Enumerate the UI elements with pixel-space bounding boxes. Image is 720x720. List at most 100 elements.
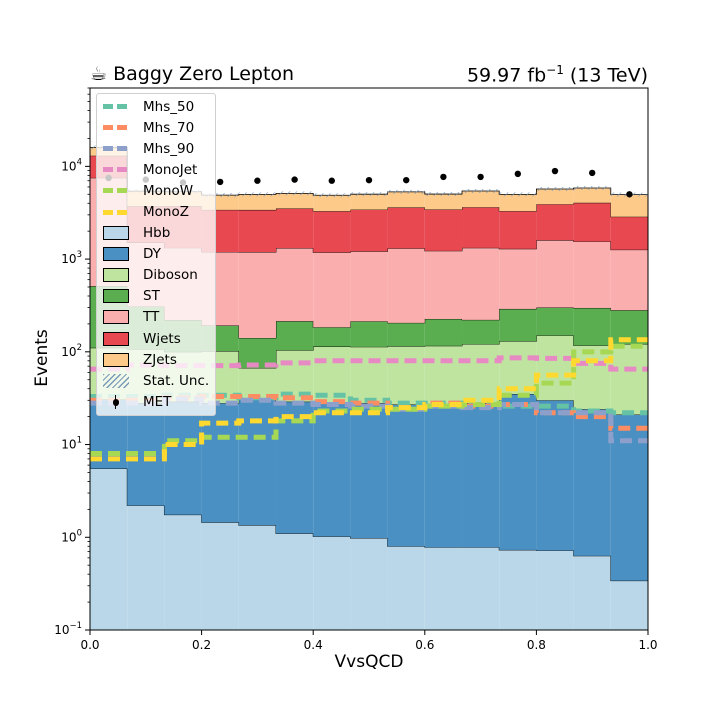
legend-label: MonoW (143, 182, 194, 199)
legend-swatch (103, 331, 129, 346)
bar-tt-9 (424, 250, 463, 319)
legend-item-mhs-50: Mhs_50 (97, 96, 215, 117)
lumi-value: 59.97 fb (466, 64, 547, 87)
bar-zjets-13 (573, 187, 611, 203)
data-point-8 (403, 176, 410, 184)
signal-monoz (90, 337, 648, 462)
legend-swatch (103, 209, 129, 215)
legend-label: Mhs_50 (143, 98, 195, 115)
axes: 0.0 0.2 0.4 0.6 0.8 1.0 10−1 100 101 102 103 104 (54, 87, 658, 652)
bar-zjets-6 (313, 195, 351, 212)
bar-tt-4 (238, 252, 276, 338)
stack-hbb (90, 468, 648, 630)
legend-swatch (103, 352, 129, 367)
bar-diboson-4 (238, 367, 276, 400)
bar-dy-10 (462, 403, 500, 548)
legend-label: Wjets (143, 330, 181, 347)
legend-item-met: MET (97, 391, 215, 412)
x-tick-label-5: 1.0 (638, 638, 657, 652)
data-point-11 (514, 170, 522, 178)
legend-swatch (103, 310, 129, 325)
bar-zjets-4 (238, 194, 276, 210)
legend-label: ST (143, 288, 160, 305)
unc-5 (275, 191, 314, 196)
data-point-9 (440, 173, 447, 181)
bar-dy-11 (499, 394, 537, 550)
bar-zjets-11 (499, 194, 537, 212)
data-point-7 (365, 176, 373, 184)
legend-label: TT (143, 309, 160, 326)
legend-item-monow: MonoW (97, 180, 215, 201)
data-point-4 (254, 177, 261, 184)
legend-item-monojet: MonoJet (97, 159, 215, 180)
x-tick-label-4: 0.8 (527, 638, 546, 652)
bar-hbb-9 (424, 547, 463, 630)
legend-label: Mhs_90 (143, 140, 195, 157)
bar-zjets-14 (610, 194, 648, 217)
legend-item-stat-unc-: Stat. Unc. (97, 370, 215, 391)
legend-swatch (103, 146, 129, 152)
bar-hbb-10 (462, 547, 500, 630)
bar-diboson-10 (462, 344, 500, 404)
y-tick-label-3: 102 (61, 343, 82, 359)
y-tick-label-2: 101 (61, 436, 82, 452)
legend-item-diboson: Diboson (97, 265, 215, 286)
legend: Mhs_50 Mhs_70 Mhs_90 MonoJet MonoW MonoZ Hbb DY… (96, 93, 216, 417)
x-axis-label: VvsQCD (334, 652, 404, 672)
bar-hbb-4 (238, 525, 276, 630)
bar-wjets-8 (387, 207, 425, 249)
bar-tt-5 (275, 248, 314, 322)
data-point-12 (551, 167, 559, 175)
data-point-14 (626, 191, 633, 198)
legend-item-monoz: MonoZ (97, 201, 215, 222)
bar-dy-9 (424, 407, 463, 548)
bar-hbb-14 (610, 580, 648, 630)
bar-wjets-11 (499, 211, 537, 249)
legend-item-zjets: ZJets (97, 349, 215, 370)
background-stack (90, 145, 648, 630)
bar-hbb-2 (164, 514, 202, 630)
bar-st-13 (573, 307, 611, 346)
bar-wjets-14 (610, 216, 648, 250)
bar-tt-14 (610, 249, 648, 311)
bar-dy-12 (536, 400, 574, 551)
legend-swatch (103, 167, 129, 173)
bar-hbb-0 (90, 468, 128, 630)
bar-diboson-12 (536, 335, 574, 401)
legend-label: Diboson (143, 267, 198, 284)
legend-swatch (103, 373, 129, 388)
bar-dy-7 (350, 403, 388, 539)
y-tick-label-5: 104 (61, 157, 82, 173)
bar-tt-10 (462, 247, 500, 320)
data-point-13 (589, 169, 596, 177)
legend-swatch (103, 247, 129, 262)
bar-wjets-7 (350, 209, 388, 252)
bar-wjets-12 (536, 204, 574, 241)
data-point-6 (328, 177, 335, 184)
unc-8 (387, 189, 425, 194)
bar-hbb-7 (350, 538, 388, 630)
unc-7 (350, 192, 388, 197)
analysis-title: ☕ Baggy Zero Lepton (90, 63, 294, 85)
bar-hbb-13 (573, 555, 611, 630)
legend-swatch (103, 188, 129, 194)
bar-hbb-5 (275, 533, 314, 630)
legend-label: MonoJet (143, 161, 198, 178)
bar-zjets-9 (424, 194, 463, 210)
bar-hbb-11 (499, 549, 537, 630)
legend-label: ZJets (143, 351, 177, 368)
bar-hbb-12 (536, 550, 574, 630)
legend-label: Mhs_70 (143, 119, 195, 136)
bar-st-12 (536, 307, 574, 336)
x-tick-label-3: 0.6 (415, 638, 434, 652)
bar-st-8 (387, 322, 425, 347)
bar-tt-6 (313, 252, 351, 328)
unc-6 (313, 193, 351, 198)
x-tick-label-0: 0.0 (80, 638, 99, 652)
unc-12 (536, 187, 574, 192)
bar-zjets-12 (536, 189, 574, 205)
bar-zjets-10 (462, 191, 500, 208)
legend-label: DY (143, 246, 161, 263)
legend-label: Stat. Unc. (143, 372, 210, 389)
